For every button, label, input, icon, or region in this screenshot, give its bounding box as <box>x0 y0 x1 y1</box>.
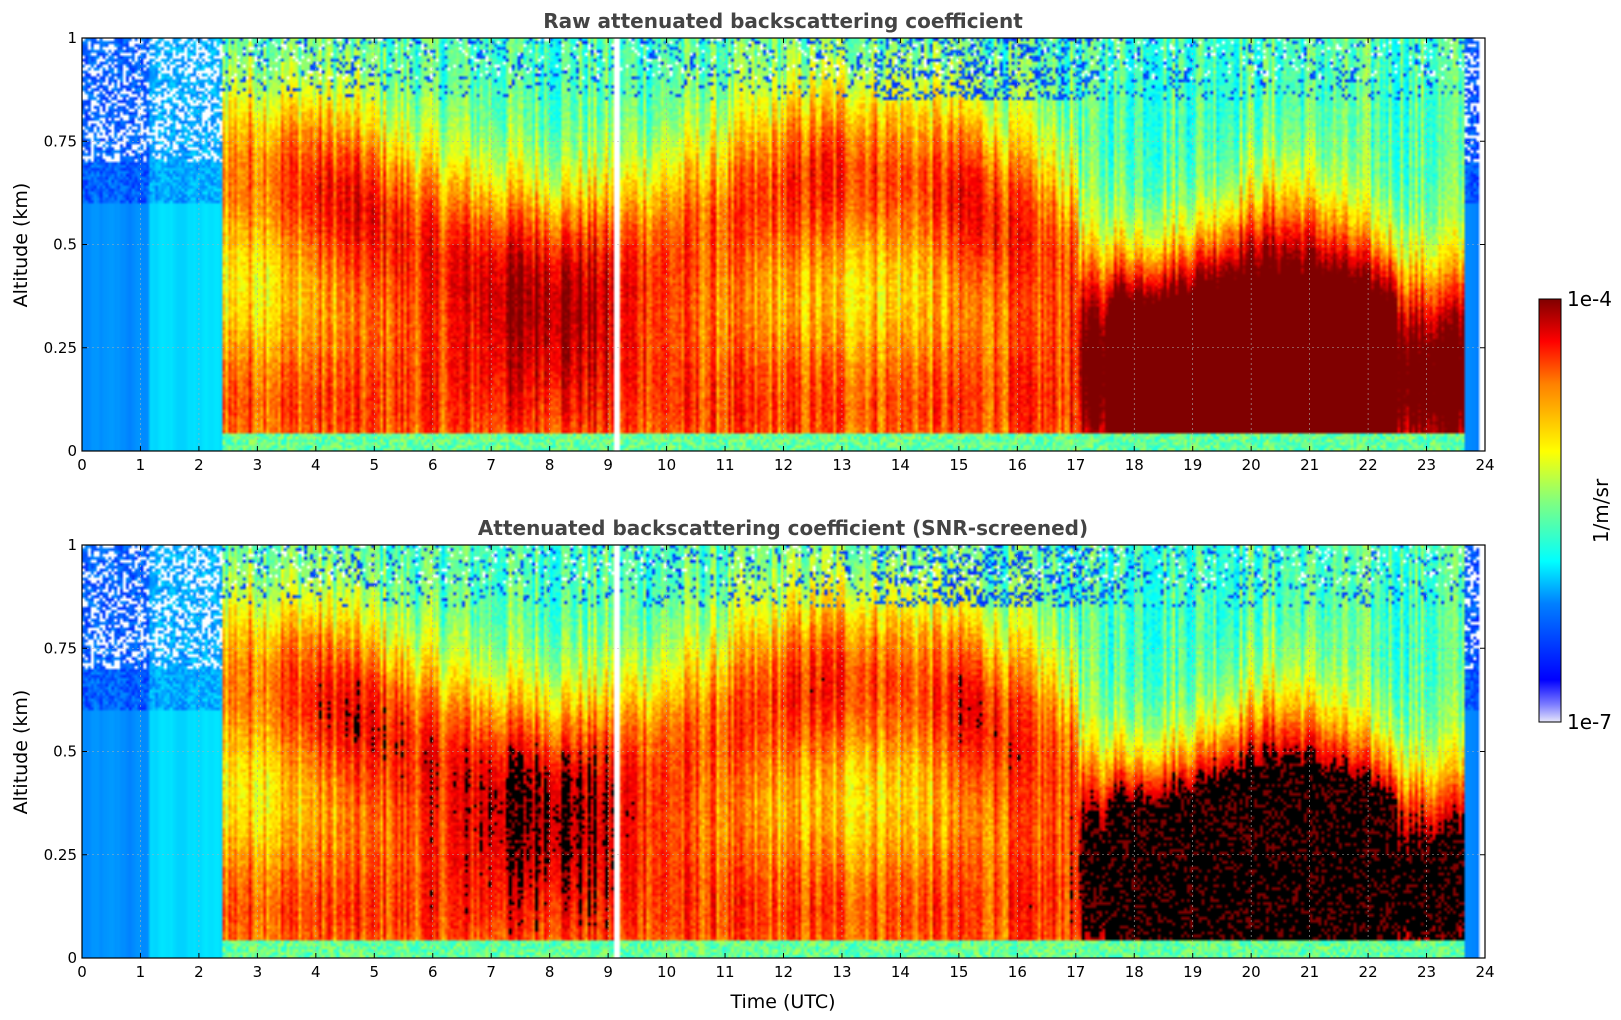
top-y-axis: 0 0.25 0.5 0.75 1 <box>44 29 1485 460</box>
x-tick-label: 9 <box>603 456 613 474</box>
y-tick-label: 0.75 <box>44 639 77 657</box>
x-tick-label: 12 <box>774 456 793 474</box>
x-tick-label: 17 <box>1066 456 1085 474</box>
x-tick-label: 8 <box>545 963 555 981</box>
x-tick-label: 13 <box>832 963 851 981</box>
x-tick-label: 17 <box>1066 963 1085 981</box>
x-tick-label: 24 <box>1475 456 1494 474</box>
x-tick-label: 22 <box>1359 963 1378 981</box>
colorbar-max-label: 1e-4 <box>1567 287 1612 311</box>
x-tick-label: 11 <box>715 963 734 981</box>
bottom-x-axis: 0 1 2 3 4 5 6 7 8 9 10 11 12 13 14 15 16 17 18 19 20 21 22 23 24 <box>77 545 1495 981</box>
bottom-gridlines <box>82 545 1485 958</box>
y-tick-label: 0.5 <box>53 743 77 761</box>
top-gridlines <box>82 38 1485 451</box>
x-tick-label: 12 <box>774 963 793 981</box>
y-tick-label: 0.5 <box>53 236 77 254</box>
x-tick-label: 21 <box>1300 963 1319 981</box>
y-tick-label: 0.75 <box>44 132 77 150</box>
x-tick-label: 6 <box>428 963 438 981</box>
x-tick-label: 19 <box>1183 456 1202 474</box>
x-tick-label: 23 <box>1417 456 1436 474</box>
x-tick-label: 15 <box>949 963 968 981</box>
x-tick-label: 18 <box>1125 963 1144 981</box>
x-tick-label: 4 <box>311 963 321 981</box>
y-tick-label: 1 <box>67 536 77 554</box>
x-tick-label: 0 <box>77 963 87 981</box>
x-tick-label: 3 <box>253 963 263 981</box>
x-tick-label: 24 <box>1475 963 1494 981</box>
x-tick-label: 11 <box>715 456 734 474</box>
colorbar-gradient <box>1538 298 1562 723</box>
top-x-axis: 0 1 2 3 4 5 6 7 8 9 10 11 12 13 14 15 16 17 18 19 20 21 22 23 24 <box>77 38 1495 474</box>
x-tick-label: 14 <box>891 456 910 474</box>
x-tick-label: 15 <box>949 456 968 474</box>
x-tick-label: 5 <box>370 963 380 981</box>
top-y-axis-label: Altitude (km) <box>10 183 32 308</box>
x-tick-label: 7 <box>486 456 496 474</box>
y-tick-label: 0.25 <box>44 339 77 357</box>
x-tick-label: 16 <box>1008 456 1027 474</box>
x-tick-label: 13 <box>832 456 851 474</box>
x-tick-label: 10 <box>657 456 676 474</box>
y-tick-label: 0 <box>67 949 77 967</box>
x-tick-label: 19 <box>1183 963 1202 981</box>
bottom-y-axis-label: Altitude (km) <box>10 690 32 815</box>
x-tick-label: 18 <box>1125 456 1144 474</box>
x-tick-label: 3 <box>253 456 263 474</box>
top-panel: Raw attenuated backscattering coefficien… <box>10 9 1495 474</box>
x-tick-label: 7 <box>486 963 496 981</box>
y-tick-label: 0.25 <box>44 846 77 864</box>
colorbar-min-label: 1e-7 <box>1567 710 1612 734</box>
x-tick-label: 1 <box>136 963 146 981</box>
x-tick-label: 0 <box>77 456 87 474</box>
x-tick-label: 8 <box>545 456 555 474</box>
bottom-x-axis-label: Time (UTC) <box>729 991 835 1013</box>
colorbar-unit-label: 1/m/sr <box>1589 478 1613 543</box>
x-tick-label: 6 <box>428 456 438 474</box>
bottom-y-axis: 0 0.25 0.5 0.75 1 <box>44 536 1485 967</box>
bottom-panel: Attenuated backscattering coefficient (S… <box>10 516 1495 1013</box>
x-tick-label: 20 <box>1242 963 1261 981</box>
x-tick-label: 14 <box>891 963 910 981</box>
x-tick-label: 22 <box>1359 456 1378 474</box>
x-tick-label: 16 <box>1008 963 1027 981</box>
x-tick-label: 10 <box>657 963 676 981</box>
x-tick-label: 4 <box>311 456 321 474</box>
colorbar: 1e-4 1e-7 1/m/sr <box>1538 287 1613 734</box>
top-panel-title: Raw attenuated backscattering coefficien… <box>543 9 1023 33</box>
x-tick-label: 5 <box>370 456 380 474</box>
y-tick-label: 0 <box>67 442 77 460</box>
x-tick-label: 2 <box>194 963 204 981</box>
bottom-panel-title: Attenuated backscattering coefficient (S… <box>478 516 1088 540</box>
x-tick-label: 1 <box>136 456 146 474</box>
x-tick-label: 9 <box>603 963 613 981</box>
y-tick-label: 1 <box>67 29 77 47</box>
x-tick-label: 21 <box>1300 456 1319 474</box>
x-tick-label: 2 <box>194 456 204 474</box>
x-tick-label: 23 <box>1417 963 1436 981</box>
x-tick-label: 20 <box>1242 456 1261 474</box>
